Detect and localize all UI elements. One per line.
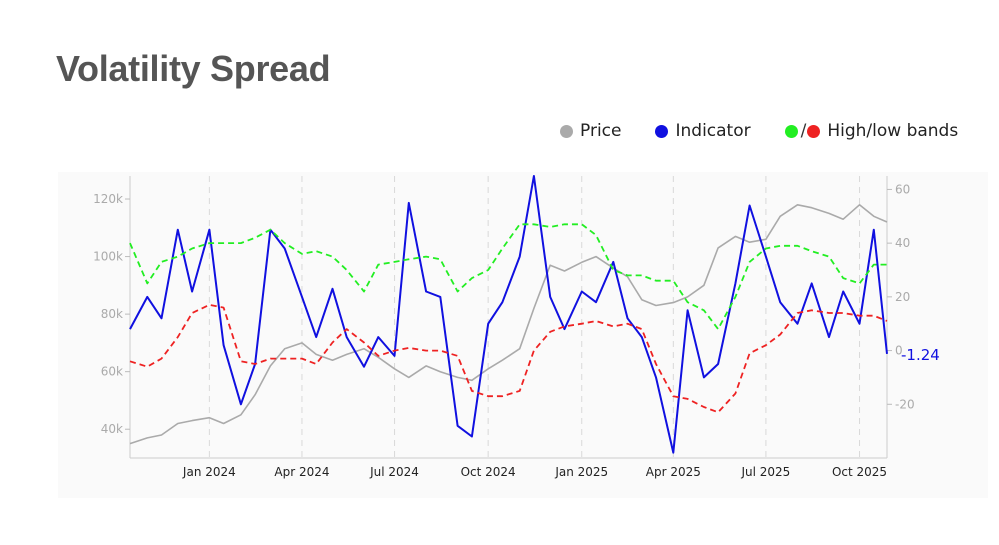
indicator-swatch: [655, 124, 669, 138]
legend-item-price[interactable]: Price: [560, 121, 621, 141]
y-left-tick-label: 60k: [101, 365, 123, 379]
price-swatch: [560, 124, 573, 138]
x-tick-label: Jan 2025: [554, 465, 608, 479]
chart-area: Jan 2024 Apr 2024 Jul 2024 Oct 2024 Jan 2025…: [58, 172, 988, 498]
y-right-tick-label: 20: [895, 290, 910, 304]
y-left-tick-label: 80k: [101, 307, 123, 321]
low-band-swatch: [807, 124, 821, 138]
x-tick-label: Oct 2024: [461, 465, 516, 479]
x-tick-label: Jul 2024: [369, 465, 419, 479]
legend-slash: /: [800, 121, 807, 141]
legend-label-bands: High/low bands: [827, 121, 959, 141]
y-left-tick-label: 120k: [93, 192, 123, 206]
indicator-last-value: -1.24: [901, 346, 940, 364]
x-tick-label: Apr 2025: [646, 465, 701, 479]
y-right-tick-label: 0: [895, 344, 903, 358]
y-left-tick-label: 40k: [101, 422, 123, 436]
low-band-line: [129, 303, 888, 414]
x-tick-label: Jul 2025: [740, 465, 790, 479]
y-right-tick-label: 60: [895, 182, 910, 196]
x-tick-label: Apr 2024: [274, 465, 329, 479]
high-band-line: [129, 223, 887, 331]
indicator-line: [129, 175, 888, 454]
high-band-swatch: [784, 124, 798, 138]
legend-item-indicator[interactable]: Indicator: [655, 121, 751, 141]
chart-svg: Jan 2024 Apr 2024 Jul 2024 Oct 2024 Jan 2025…: [93, 175, 940, 479]
legend: Price Indicator / High/low bands: [560, 120, 958, 142]
y-left-tick-label: 100k: [93, 250, 123, 264]
x-tick-label: Oct 2025: [832, 465, 887, 479]
x-tick-label: Jan 2024: [182, 465, 236, 479]
y-right-tick-label: -20: [895, 397, 915, 411]
chart-title: Volatility Spread: [56, 48, 331, 89]
legend-label-price: Price: [580, 121, 622, 141]
price-line: [129, 203, 888, 445]
legend-label-indicator: Indicator: [675, 121, 751, 141]
y-right-tick-label: 40: [895, 236, 910, 250]
legend-item-bands[interactable]: / High/low bands: [784, 121, 959, 141]
